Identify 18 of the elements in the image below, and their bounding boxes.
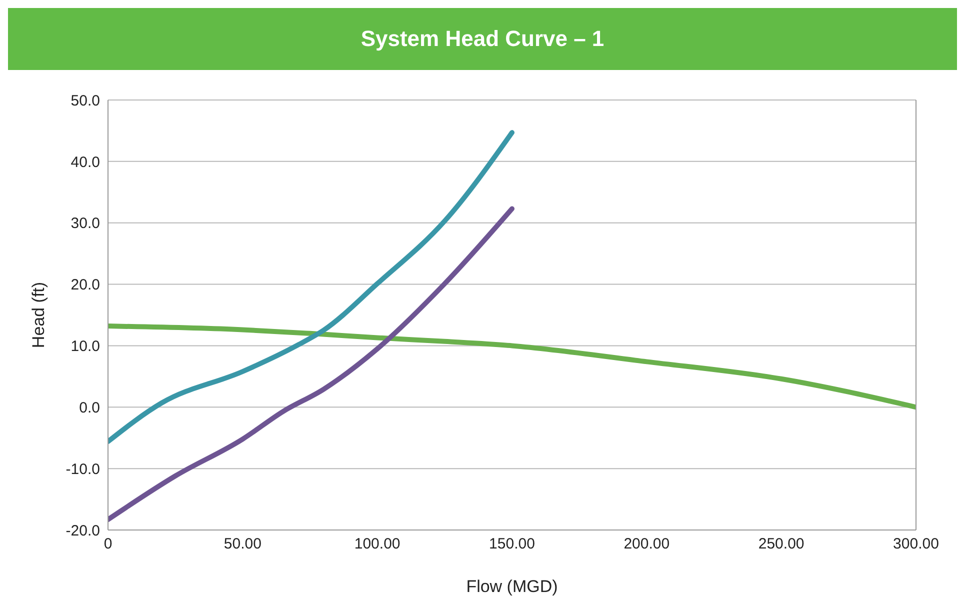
x-tick-label: 0	[104, 536, 112, 553]
chart-title: System Head Curve – 1	[8, 8, 957, 70]
y-axis-title: Head (ft)	[29, 282, 48, 348]
y-tick-label: 10.0	[70, 338, 100, 356]
y-tick-label: 20.0	[70, 276, 100, 294]
x-tick-label: 100.00	[354, 536, 400, 553]
x-tick-label: 250.00	[758, 536, 804, 553]
x-tick-label: 300.00	[893, 536, 939, 553]
y-tick-label: 50.0	[70, 92, 100, 110]
x-tick-label: 50.00	[224, 536, 262, 553]
y-tick-label: 40.0	[70, 154, 100, 171]
x-tick-label: 200.00	[624, 536, 670, 553]
y-tick-label: -20.0	[66, 522, 100, 540]
x-tick-label: 150.00	[489, 536, 535, 553]
x-axis-title: Flow (MGD)	[466, 577, 558, 596]
y-tick-label: 30.0	[70, 215, 100, 232]
y-tick-label: 0.0	[79, 399, 100, 416]
y-tick-label: -10.0	[66, 460, 100, 478]
